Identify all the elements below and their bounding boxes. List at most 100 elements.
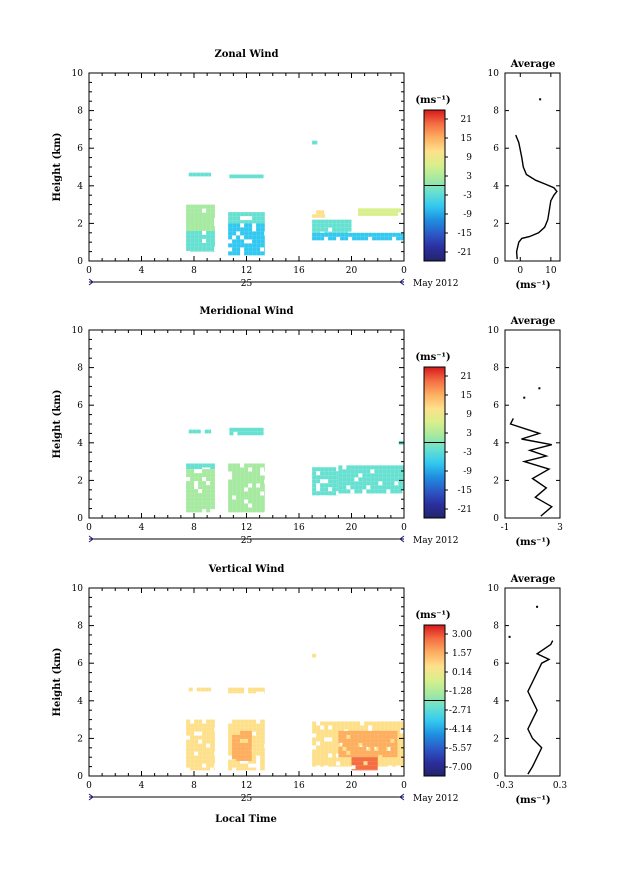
y-tick-label: 0 [77,772,83,782]
colorbar-tick-label: 15 [461,391,473,401]
date-bar-end-marker [399,535,405,543]
y-axis-label: Height (km) [52,133,63,202]
date-bar-start-marker [88,278,94,286]
heatmap-cell [186,719,215,771]
profile-frame [504,329,561,519]
colorbar-tick-label: -5.57 [449,744,472,754]
month-label: May 2012 [413,279,458,289]
heatmap-cell [229,174,264,179]
colorbar-tick-label: 1.57 [452,649,472,659]
colorbar-unit: (ms⁻¹) [415,610,450,621]
heatmap-cell [312,653,317,658]
colorbar-tick-label: -9 [463,467,472,477]
heatmap-cell [312,210,326,218]
profile-x-label: (ms⁻¹) [515,280,550,291]
colorbar-tick-label: -2.71 [449,706,472,716]
colorbar-tick-label: 3.00 [452,630,472,640]
profile-y-tick-label: 8 [493,622,499,632]
heatmap-cell [338,730,398,758]
profile-y-tick-label: 8 [493,364,499,374]
date-bar-start-marker [88,793,94,801]
y-tick-label: 8 [77,622,83,632]
profile-y-tick-label: 4 [493,439,499,449]
date-label: 25 [241,794,253,804]
month-label: May 2012 [413,794,458,804]
heatmap-cell [186,230,215,252]
x-tick-label: 16 [293,523,305,533]
colorbar-tick-label: -21 [458,248,473,258]
x-tick-label: 4 [139,523,145,533]
heatmap-cell [188,687,212,692]
profile-y-tick-label: 4 [493,182,499,192]
profile-y-tick-label: 10 [488,326,500,336]
x-tick-label: 20 [346,781,358,791]
profile-frame [504,72,561,262]
heatmap-cell [312,467,339,496]
heatmap-cell [228,463,265,513]
profile-line [515,134,558,260]
heatmap-cell [358,208,402,216]
y-tick-label: 10 [72,326,84,336]
y-tick-label: 6 [77,401,83,411]
heatmap-cell [312,219,352,233]
colorbar-tick-label: 3 [466,172,472,182]
x-tick-label: 20 [346,523,358,533]
heatmap-cell [228,212,265,224]
x-tick-label: 16 [293,781,305,791]
y-tick-label: 10 [72,584,84,594]
x-tick-label: 0 [401,266,407,276]
profile-x-tick-label: -0.3 [496,781,514,791]
x-tick-label: 8 [191,523,197,533]
profile-x-tick-label: 10 [545,266,557,276]
colorbar-tick-label: 21 [461,115,472,125]
y-tick-label: 2 [77,734,83,744]
date-label: 25 [241,279,253,289]
y-tick-label: 6 [77,659,83,669]
profile-line [527,640,554,775]
profile-x-label: (ms⁻¹) [515,795,550,806]
panel-title: Zonal Wind [214,49,278,60]
profile-point [523,396,526,399]
y-tick-label: 2 [77,219,83,229]
x-tick-label: 4 [139,266,145,276]
x-tick-label: 12 [241,523,252,533]
profile-point [539,98,542,101]
y-axis-label: Height (km) [52,648,63,717]
profile-x-tick-label: 0 [517,266,523,276]
colorbar-tick-label: 15 [461,134,473,144]
profile-point [538,387,541,390]
profile-y-tick-label: 6 [493,401,499,411]
heatmap-cell [351,757,378,771]
y-tick-label: 4 [77,182,83,192]
average-profile: Average 0 2 4 6 8 10 -0.3 0.3(ms⁻¹) [488,574,568,806]
colorbar-tick-label: -15 [458,229,473,239]
profile-x-label: (ms⁻¹) [515,537,550,548]
colorbar-tick-label: -15 [458,486,473,496]
x-tick-label: 20 [346,266,358,276]
colorbar-tick-label: -1.28 [449,687,472,697]
y-axis-label: Height (km) [52,390,63,459]
panel-title: Meridional Wind [199,306,293,317]
x-tick-label: 8 [191,266,197,276]
colorbar-tick-label: -4.14 [449,725,472,735]
x-tick-label: 0 [401,523,407,533]
profile-y-tick-label: 0 [493,257,499,267]
x-tick-label: 8 [191,781,197,791]
heatmap-cells [186,427,404,513]
x-tick-label: 0 [86,523,92,533]
x-tick-label: 4 [139,781,145,791]
colorbar-tick-label: 21 [461,372,472,382]
colorbar-tick-label: 9 [466,153,472,163]
profile-y-tick-label: 0 [493,772,499,782]
profile-frame [504,587,561,777]
date-bar-end-marker [399,793,405,801]
colorbar-tick-label: 9 [466,410,472,420]
y-tick-label: 6 [77,144,83,154]
colorbar-tick-label: -9 [463,210,472,220]
profile-title: Average [510,59,556,70]
x-axis-label: Local Time [215,814,277,825]
y-tick-label: 8 [77,364,83,374]
profile-y-tick-label: 6 [493,659,499,669]
profile-y-tick-label: 4 [493,697,499,707]
y-tick-label: 0 [77,257,83,267]
